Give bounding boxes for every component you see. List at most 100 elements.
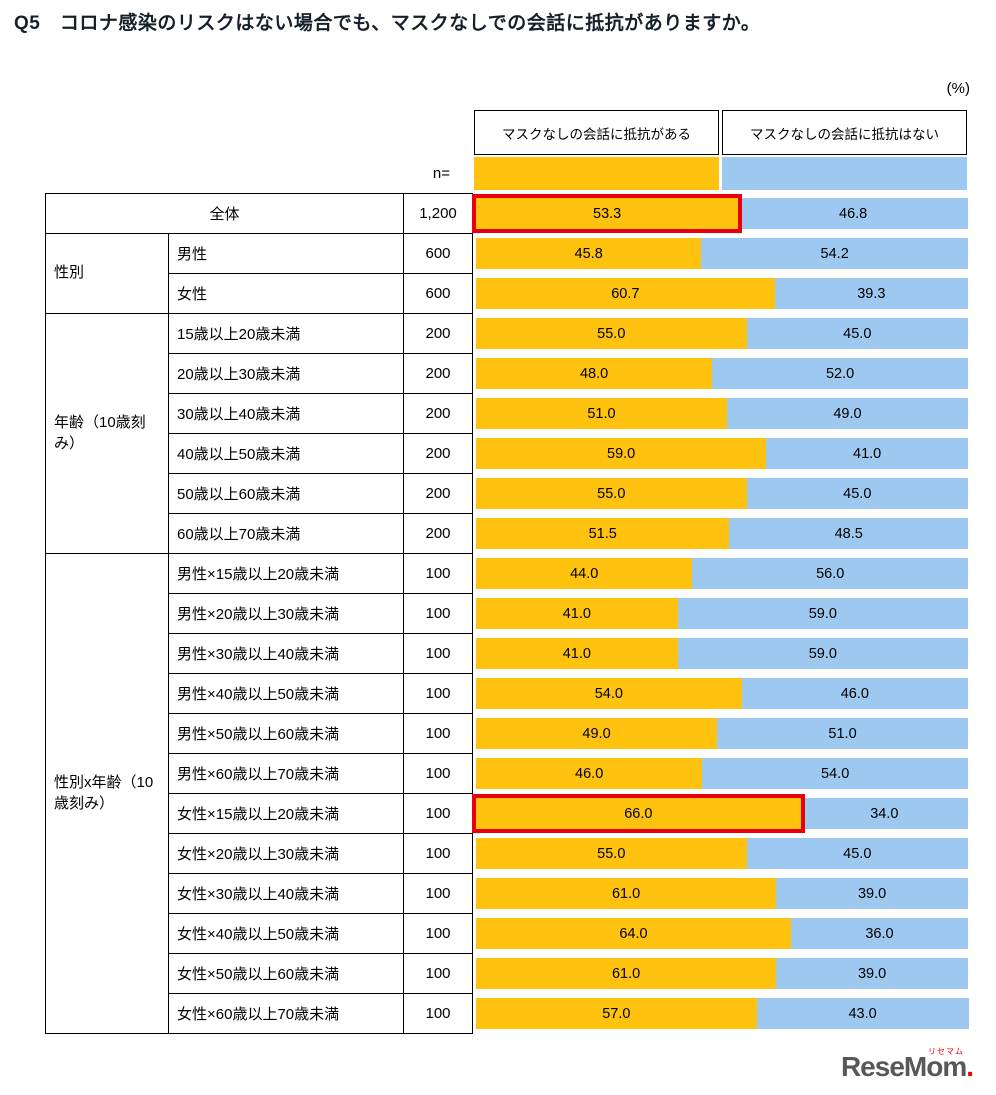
table-row: 女性×40歳以上50歳未満 100 64.0 36.0 xyxy=(46,913,969,954)
bar-segment-resistance-no: 39.0 xyxy=(776,878,968,909)
subcategory-label-cell: 男性×30歳以上40歳未満 xyxy=(168,633,404,674)
bar-cell: 44.0 56.0 xyxy=(473,554,969,594)
table-row: 40歳以上50歳未満 200 59.0 41.0 xyxy=(46,433,969,474)
table-row: 男性×30歳以上40歳未満 100 41.0 59.0 xyxy=(46,633,969,674)
bar-segment-resistance-no: 54.0 xyxy=(702,758,968,789)
bar-segment-resistance-no: 41.0 xyxy=(766,438,968,469)
bar-cell: 48.0 52.0 xyxy=(473,354,969,394)
table-row: 男性×20歳以上30歳未満 100 41.0 59.0 xyxy=(46,593,969,634)
bar-cell: 53.3 46.8 xyxy=(473,194,969,234)
bar-segment-resistance-yes: 46.0 xyxy=(476,758,703,789)
n-value-cell: 100 xyxy=(403,913,473,954)
bar-segment-resistance-yes: 41.0 xyxy=(476,598,678,629)
n-value-cell: 100 xyxy=(403,553,473,594)
bar-cell: 59.0 41.0 xyxy=(473,434,969,474)
stacked-bar: 51.0 49.0 xyxy=(476,398,968,429)
bar-segment-resistance-yes: 55.0 xyxy=(476,478,747,509)
bar-cell: 55.0 45.0 xyxy=(473,834,969,874)
legend-swatch-blue xyxy=(722,157,967,190)
series-header-row: マスクなしの会話に抵抗がある マスクなしの会話に抵抗はない xyxy=(474,110,967,155)
subcategory-label-cell: 男性 xyxy=(168,233,404,274)
table-row: 女性 600 60.7 39.3 xyxy=(46,273,969,314)
bar-segment-resistance-no: 46.8 xyxy=(738,198,968,229)
n-value-cell: 100 xyxy=(403,953,473,994)
bar-cell: 64.0 36.0 xyxy=(473,914,969,954)
bar-cell: 55.0 45.0 xyxy=(473,474,969,514)
stacked-bar: 59.0 41.0 xyxy=(476,438,968,469)
table-row: 女性×15歳以上20歳未満 100 66.0 34.0 xyxy=(46,793,969,834)
subcategory-label-cell: 30歳以上40歳未満 xyxy=(168,393,404,434)
stacked-bar: 45.8 54.2 xyxy=(476,238,968,269)
table-row: 性別 男性 600 45.8 54.2 xyxy=(45,233,969,314)
subcategory-label-cell: 女性×60歳以上70歳未満 xyxy=(168,993,404,1034)
subcategory-label-cell: 女性×40歳以上50歳未満 xyxy=(168,913,404,954)
bar-segment-resistance-no: 43.0 xyxy=(756,998,969,1029)
subcategory-label-cell: 女性×50歳以上60歳未満 xyxy=(168,953,404,994)
resemom-logo: リセマム ReseMom. xyxy=(841,1047,974,1083)
bar-segment-resistance-no: 36.0 xyxy=(790,918,968,949)
n-value-cell: 200 xyxy=(403,433,473,474)
legend-swatch-row xyxy=(474,157,967,190)
bar-segment-resistance-no: 45.0 xyxy=(746,318,968,349)
n-value-cell: 200 xyxy=(403,473,473,514)
bar-segment-resistance-yes: 51.0 xyxy=(476,398,727,429)
bar-segment-resistance-no: 48.5 xyxy=(729,518,968,549)
bar-segment-resistance-yes: 45.8 xyxy=(476,238,702,269)
subcategory-label-cell: 60歳以上70歳未満 xyxy=(168,513,404,554)
bar-segment-resistance-yes: 49.0 xyxy=(476,718,718,749)
total-label-cell: 全体 xyxy=(45,193,404,234)
stacked-bar: 44.0 56.0 xyxy=(476,558,968,589)
table-row: 性別x年齢（10歳刻み） 男性×15歳以上20歳未満 100 44.0 56.0 xyxy=(45,553,969,1034)
stacked-bar: 53.3 46.8 xyxy=(476,198,968,229)
question-title: Q5 コロナ感染のリスクはない場合でも、マスクなしでの会話に抵抗がありますか。 xyxy=(14,13,761,34)
percent-unit-label: (%) xyxy=(946,80,970,97)
bar-segment-resistance-yes: 61.0 xyxy=(476,878,777,909)
n-value-cell: 600 xyxy=(403,273,473,314)
subcategory-label-cell: 男性×40歳以上50歳未満 xyxy=(168,673,404,714)
bar-segment-resistance-no: 45.0 xyxy=(746,838,968,869)
subcategory-label-cell: 15歳以上20歳未満 xyxy=(168,313,404,354)
bar-segment-resistance-yes: 59.0 xyxy=(476,438,767,469)
n-value-cell: 100 xyxy=(403,833,473,874)
table-row: 男性×60歳以上70歳未満 100 46.0 54.0 xyxy=(46,753,969,794)
table-row: 男性×50歳以上60歳未満 100 49.0 51.0 xyxy=(46,713,969,754)
bar-cell: 57.0 43.0 xyxy=(473,994,969,1034)
subcategory-label-cell: 女性×30歳以上40歳未満 xyxy=(168,873,404,914)
series-header-resistance-yes: マスクなしの会話に抵抗がある xyxy=(474,110,719,155)
bar-segment-resistance-yes: 41.0 xyxy=(476,638,678,669)
bar-segment-resistance-no: 54.2 xyxy=(701,238,968,269)
n-value-cell: 100 xyxy=(403,753,473,794)
bar-segment-resistance-yes: 66.0 xyxy=(476,798,801,829)
stacked-bar: 61.0 39.0 xyxy=(476,878,968,909)
n-value-cell: 100 xyxy=(403,793,473,834)
bar-cell: 41.0 59.0 xyxy=(473,594,969,634)
stacked-bar: 49.0 51.0 xyxy=(476,718,968,749)
bar-cell: 61.0 39.0 xyxy=(473,954,969,994)
bar-cell: 61.0 39.0 xyxy=(473,874,969,914)
stacked-bar: 57.0 43.0 xyxy=(476,998,969,1029)
bar-segment-resistance-no: 49.0 xyxy=(726,398,968,429)
n-value-cell: 100 xyxy=(403,593,473,634)
stacked-bar: 41.0 59.0 xyxy=(476,638,968,669)
stacked-bar: 46.0 54.0 xyxy=(476,758,968,789)
subcategory-label-cell: 40歳以上50歳未満 xyxy=(168,433,404,474)
group-label-cell: 性別 xyxy=(45,233,169,314)
stacked-bar: 60.7 39.3 xyxy=(476,278,968,309)
bar-cell: 51.5 48.5 xyxy=(473,514,969,554)
n-value-cell: 1,200 xyxy=(403,193,473,234)
n-value-cell: 200 xyxy=(403,513,473,554)
results-table: 全体 1,200 53.3 46.8 性別 男性 600 45.8 54.2 女性 600 60.7 3… xyxy=(45,193,969,1034)
bar-segment-resistance-no: 52.0 xyxy=(712,358,968,389)
table-row: 20歳以上30歳未満 200 48.0 52.0 xyxy=(46,353,969,394)
logo-ruby-text: リセマム xyxy=(928,1047,964,1056)
bar-segment-resistance-yes: 53.3 xyxy=(476,198,739,229)
subcategory-label-cell: 男性×15歳以上20歳未満 xyxy=(168,553,404,594)
stacked-bar: 64.0 36.0 xyxy=(476,918,968,949)
group-label-cell: 年齢（10歳刻み） xyxy=(45,313,169,554)
stacked-bar: 66.0 34.0 xyxy=(476,798,968,829)
table-row: 50歳以上60歳未満 200 55.0 45.0 xyxy=(46,473,969,514)
stacked-bar: 51.5 48.5 xyxy=(476,518,968,549)
bar-segment-resistance-yes: 54.0 xyxy=(476,678,742,709)
table-row: 全体 1,200 53.3 46.8 xyxy=(45,193,969,234)
bar-segment-resistance-no: 39.3 xyxy=(774,278,968,309)
